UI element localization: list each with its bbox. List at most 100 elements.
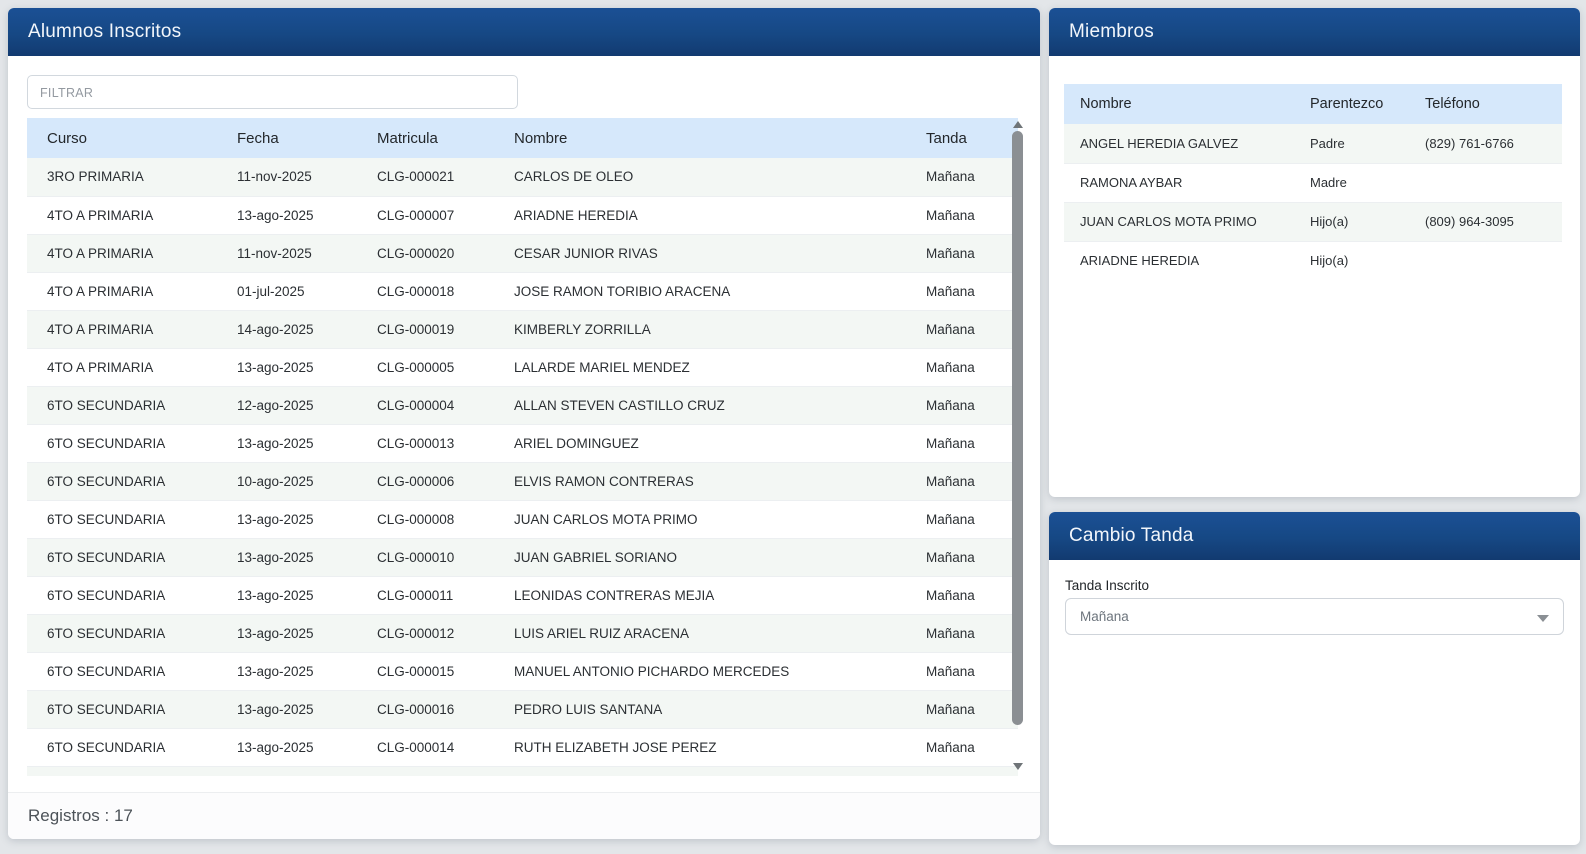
table-cell: PEDRO LUIS SANTANA [494, 689, 906, 728]
miembros-panel-header: Miembros [1049, 8, 1580, 56]
table-row[interactable]: 4TO A PRIMARIA 11-nov-2025 CLG-000020 CESAR… [27, 233, 1018, 272]
table-cell: 01-jul-2025 [217, 271, 357, 310]
table-cell: 13-ago-2025 [217, 613, 357, 652]
table-cell [1409, 240, 1562, 280]
column-header: Curso [27, 118, 217, 158]
table-cell: 12-ago-2025 [217, 385, 357, 424]
table-row[interactable]: 4TO A PRIMARIA 14-ago-2025 CLG-000019 KIMBE… [27, 309, 1018, 348]
table-cell: Mañana [906, 385, 1018, 424]
table-cell: 13-ago-2025 [217, 537, 357, 576]
table-row[interactable]: 6TO SECUNDARIA 13-ago-2025 CLG-000013 ARIEL… [27, 423, 1018, 462]
table-cell: JUAN CARLOS MOTA PRIMO [494, 499, 906, 538]
column-header: Fecha [217, 118, 357, 158]
table-cell: 4TO A PRIMARIA [27, 195, 217, 234]
filter-input[interactable] [27, 75, 518, 109]
table-cell: CLG-000013 [357, 423, 494, 462]
cambio-tanda-panel: Cambio Tanda Tanda Inscrito Mañana [1049, 512, 1580, 845]
table-cell: JOSE RAMON TORIBIO ARACENA [494, 271, 906, 310]
alumnos-inscritos-panel: Alumnos Inscritos CursoFechaMatriculaNom… [8, 8, 1040, 839]
vertical-scrollbar[interactable] [1012, 118, 1024, 776]
table-cell: 13-ago-2025 [217, 195, 357, 234]
table-cell: Mañana [906, 727, 1018, 766]
table-cell: (829) 761-6766 [1425, 135, 1514, 151]
table-row[interactable]: 3RO PRIMARIA 11-nov-2025 CLG-000021 CARLOS … [27, 158, 1018, 196]
table-cell: ARIADNE HEREDIA [1064, 240, 1294, 280]
tanda-select[interactable]: Mañana [1065, 598, 1564, 635]
table-cell [217, 765, 357, 776]
table-cell: Hijo(a) [1294, 240, 1409, 280]
alumnos-header-row: Curso Fecha Matricula Nombre Tanda [27, 118, 1018, 158]
table-cell: Mañana [906, 613, 1018, 652]
table-cell: 6TO SECUNDARIA [27, 499, 217, 538]
cambio-tanda-panel-title: Cambio Tanda [1069, 525, 1194, 546]
table-cell: 10-ago-2025 [217, 461, 357, 500]
column-header: Tanda [906, 118, 1018, 158]
table-cell: ANGEL HEREDIA GALVEZ [1080, 135, 1239, 151]
table-cell: JUAN GABRIEL SORIANO [494, 537, 906, 576]
table-cell: 6TO SECUNDARIA [27, 727, 217, 766]
table-cell: CLG-000005 [357, 347, 494, 386]
table-row[interactable]: RAMONA AYBAR Madre [1064, 162, 1562, 202]
table-cell: Hijo(a) [1294, 201, 1409, 241]
table-row[interactable]: JUAN CARLOS MOTA PRIMO Hijo(a) (809) 964-3… [1064, 201, 1562, 241]
table-cell: 11-nov-2025 [217, 233, 357, 272]
table-cell [1409, 162, 1562, 202]
table-row[interactable]: 6TO SECUNDARIA 13-ago-2025 CLG-000012 LUIS … [27, 613, 1018, 652]
table-row-partially-visible[interactable] [27, 765, 1018, 776]
table-cell: CLG-000016 [357, 689, 494, 728]
table-row[interactable]: ARIADNE HEREDIA Hijo(a) [1064, 240, 1562, 280]
table-cell: Mañana [906, 347, 1018, 386]
records-count-footer: Registros : 17 [8, 792, 1040, 839]
table-cell: 13-ago-2025 [217, 575, 357, 614]
table-cell: CLG-000011 [357, 575, 494, 614]
table-cell: CLG-000010 [357, 537, 494, 576]
miembros-panel: Miembros Nombre Parentezco Teléfono ANGEL … [1049, 8, 1580, 497]
table-row[interactable]: 6TO SECUNDARIA 13-ago-2025 CLG-000010 JUAN … [27, 537, 1018, 576]
table-cell: Mañana [906, 651, 1018, 690]
cambio-tanda-panel-header: Cambio Tanda [1049, 512, 1580, 560]
table-cell: 4TO A PRIMARIA [27, 347, 217, 386]
table-cell: Madre [1294, 162, 1409, 202]
table-row[interactable]: 6TO SECUNDARIA 13-ago-2025 CLG-000014 RUTH … [27, 727, 1018, 766]
tanda-inscrito-label: Tanda Inscrito [1065, 578, 1150, 593]
table-row[interactable]: 4TO A PRIMARIA 13-ago-2025 CLG-000005 LALAR… [27, 347, 1018, 386]
scrollbar-thumb[interactable] [1012, 131, 1023, 725]
table-cell: CLG-000014 [357, 727, 494, 766]
table-row[interactable]: 4TO A PRIMARIA 13-ago-2025 CLG-000007 ARIAD… [27, 195, 1018, 234]
table-row[interactable]: 6TO SECUNDARIA 13-ago-2025 CLG-000008 JUAN … [27, 499, 1018, 538]
table-cell: Mañana [906, 423, 1018, 462]
table-cell: Mañana [926, 169, 975, 185]
table-row[interactable]: ANGEL HEREDIA GALVEZ Padre (829) 761-6766 [1064, 124, 1562, 163]
table-cell: RUTH ELIZABETH JOSE PEREZ [494, 727, 906, 766]
table-cell: 6TO SECUNDARIA [27, 613, 217, 652]
scroll-down-icon[interactable] [1013, 763, 1023, 770]
table-row[interactable]: 6TO SECUNDARIA 10-ago-2025 CLG-000006 ELVIS… [27, 461, 1018, 500]
table-cell: 4TO A PRIMARIA [27, 271, 217, 310]
table-cell: Mañana [906, 309, 1018, 348]
table-row[interactable]: 6TO SECUNDARIA 13-ago-2025 CLG-000016 PEDRO… [27, 689, 1018, 728]
table-cell: LALARDE MARIEL MENDEZ [494, 347, 906, 386]
table-cell: 6TO SECUNDARIA [27, 575, 217, 614]
column-header: Matricula [357, 118, 494, 158]
table-cell: 11-nov-2025 [237, 169, 312, 185]
table-row[interactable]: 6TO SECUNDARIA 12-ago-2025 CLG-000004 ALLAN… [27, 385, 1018, 424]
column-header: Nombre [494, 118, 906, 158]
table-cell: ARIADNE HEREDIA [494, 195, 906, 234]
column-header: Teléfono [1409, 84, 1562, 124]
table-cell: CLG-000004 [357, 385, 494, 424]
table-row[interactable]: 6TO SECUNDARIA 13-ago-2025 CLG-000011 LEONI… [27, 575, 1018, 614]
table-cell: 13-ago-2025 [217, 689, 357, 728]
table-cell: CLG-000020 [357, 233, 494, 272]
table-row[interactable]: 4TO A PRIMARIA 01-jul-2025 CLG-000018 JOSE … [27, 271, 1018, 310]
table-cell: 6TO SECUNDARIA [27, 385, 217, 424]
table-cell: CLG-000007 [357, 195, 494, 234]
table-cell: CLG-000021 [377, 169, 455, 185]
alumnos-panel-header: Alumnos Inscritos [8, 8, 1040, 56]
table-cell: CESAR JUNIOR RIVAS [494, 233, 906, 272]
table-cell: (809) 964-3095 [1409, 201, 1562, 241]
table-cell: CLG-000006 [357, 461, 494, 500]
table-cell: MANUEL ANTONIO PICHARDO MERCEDES [494, 651, 906, 690]
table-row[interactable]: 6TO SECUNDARIA 13-ago-2025 CLG-000015 MANUE… [27, 651, 1018, 690]
miembros-header-row: Nombre Parentezco Teléfono [1064, 84, 1562, 124]
scroll-up-icon[interactable] [1013, 121, 1023, 128]
